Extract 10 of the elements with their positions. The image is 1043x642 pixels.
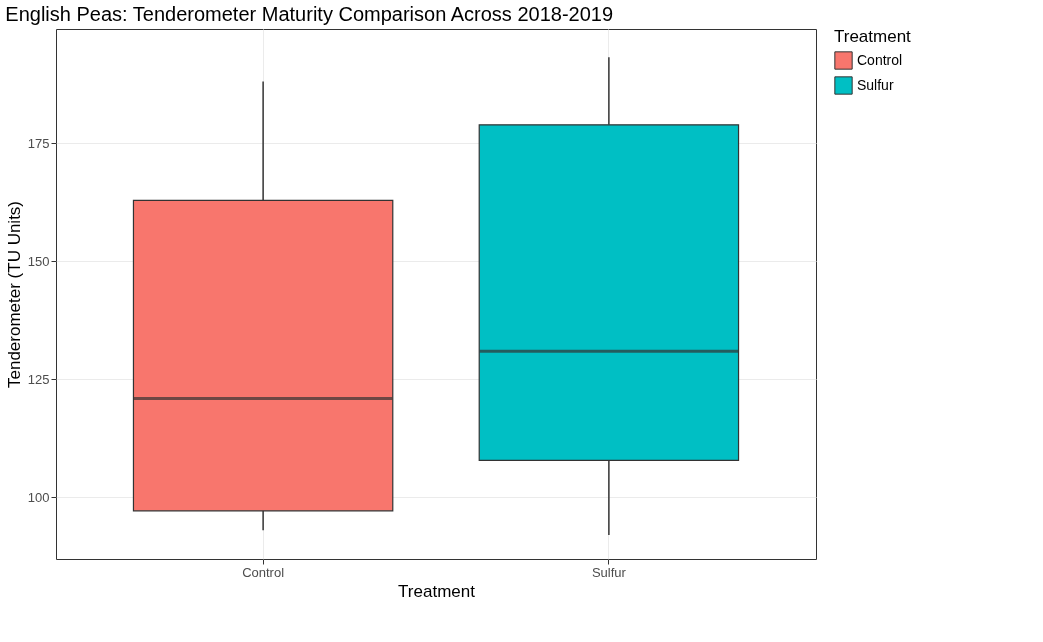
y-tick-label: 125 [27, 371, 50, 387]
legend-label: Control [857, 51, 903, 68]
y-tick-label: 175 [27, 135, 50, 151]
legend-title: Treatment [834, 27, 912, 46]
legend-label: Sulfur [857, 76, 894, 93]
chart-title: English Peas: Tenderometer Maturity Comparison Across 2018-2019 [5, 3, 614, 25]
x-axis-title: Treatment [398, 581, 476, 601]
y-tick-label: 100 [27, 489, 50, 505]
y-tick-label: 150 [27, 253, 50, 269]
y-axis-title: Tenderometer (TU Units) [4, 200, 24, 389]
